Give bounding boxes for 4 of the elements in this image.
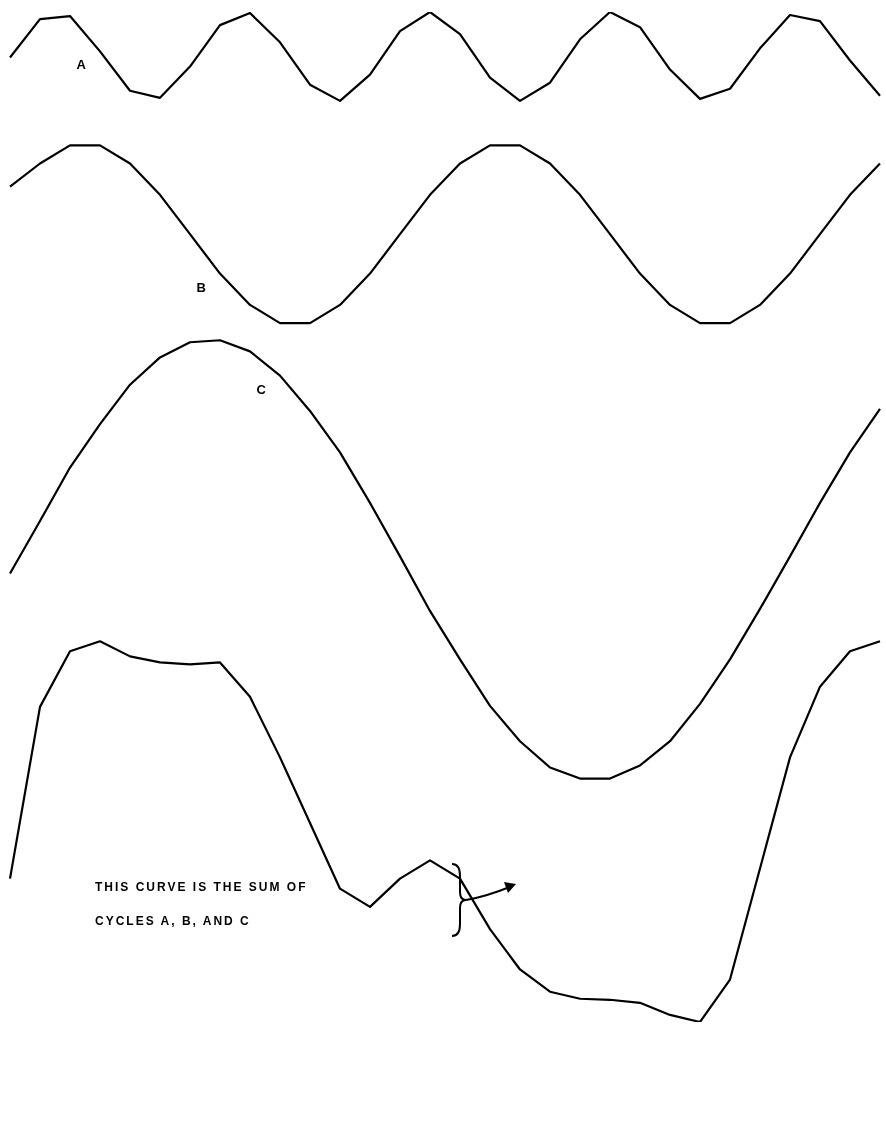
series-label: A (76, 57, 87, 73)
series-label: B (196, 279, 206, 295)
series-label: C (256, 381, 267, 397)
text: THIS CURVE IS THE SUM OF CYCLES A, B, AND C (95, 880, 308, 928)
